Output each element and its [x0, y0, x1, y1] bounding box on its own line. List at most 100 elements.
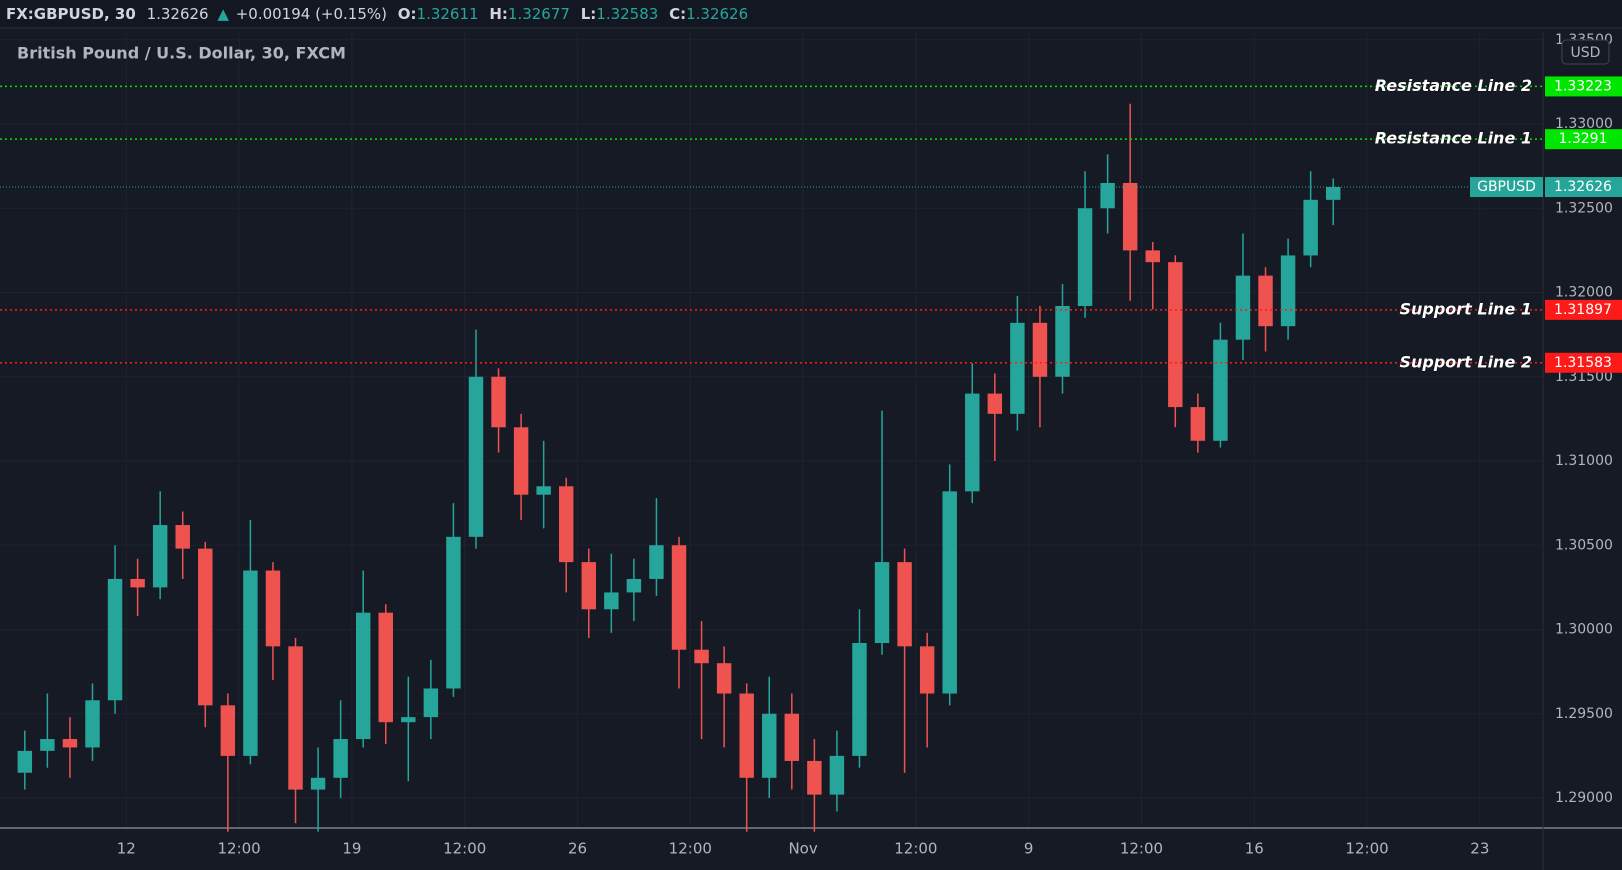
- candle-body: [468, 376, 484, 537]
- candle-body: [965, 393, 980, 492]
- ohlc-label: H:: [489, 5, 508, 23]
- level-badge: [1545, 352, 1622, 373]
- candle-body: [716, 663, 732, 694]
- candle-body: [1258, 275, 1273, 327]
- level-value: 1.31897: [1554, 302, 1612, 318]
- y-tick-label: 1.30000: [1555, 622, 1613, 638]
- candle-body: [762, 713, 777, 778]
- candle-body: [1303, 199, 1318, 256]
- candle-body: [558, 486, 574, 563]
- candle-body: [1213, 339, 1228, 441]
- ohlc-label: L:: [581, 5, 597, 23]
- plot-area: 12 12:00 19 12:00 26 12:00 Nov 12:00 9 12:00 16 12:…: [0, 32, 1622, 870]
- x-tick-label: 12:00: [1120, 840, 1163, 858]
- candle-body: [1235, 275, 1251, 340]
- candle-body: [288, 646, 303, 790]
- y-tick-label: 1.32500: [1555, 200, 1613, 216]
- candle-body: [626, 578, 642, 593]
- candle-body: [1055, 305, 1070, 377]
- x-tick-label: Nov: [788, 840, 817, 858]
- change-arrow: ▲: [217, 5, 229, 23]
- y-tick-label: 1.30500: [1555, 537, 1613, 553]
- level-value: 1.33223: [1554, 78, 1612, 94]
- candle-body: [130, 578, 145, 588]
- y-tick-label: 1.29000: [1555, 790, 1613, 806]
- last-price-value: 1.32626: [1554, 179, 1612, 195]
- y-tick-label: 1.29500: [1555, 706, 1613, 722]
- candle-body: [829, 755, 845, 795]
- candle-body: [1032, 322, 1048, 377]
- header: FX:GBPUSD, 30 1.32626 ▲ +0.00194 (+0.15%…: [6, 5, 748, 23]
- candle-body: [1100, 182, 1115, 209]
- candle-body: [874, 562, 890, 643]
- x-tick-label: 12:00: [669, 840, 712, 858]
- candle-body: [513, 427, 529, 495]
- candle-body: [852, 642, 867, 756]
- candle-body: [1190, 407, 1206, 441]
- candle-body: [897, 562, 912, 647]
- candle-body: [1168, 262, 1183, 408]
- candle-body: [85, 700, 100, 748]
- candle-body: [265, 570, 281, 647]
- level-label: Resistance Line 1: [1375, 129, 1532, 148]
- x-tick-label: 19: [342, 840, 361, 858]
- candle-body: [671, 545, 687, 650]
- candle-body: [919, 646, 935, 694]
- candle-body: [62, 739, 78, 748]
- x-tick-label: 12: [117, 840, 136, 858]
- level-badge: [1545, 76, 1622, 97]
- last-price-name-badge: [1470, 177, 1543, 198]
- candle-body: [220, 705, 236, 756]
- candle-body: [40, 739, 55, 751]
- header-bar: [0, 0, 1622, 28]
- candle-body: [198, 548, 213, 706]
- candle-body: [1280, 255, 1296, 327]
- candle-body: [152, 525, 168, 588]
- ohlc-value: 1.32611: [417, 5, 479, 23]
- candle-body: [694, 649, 709, 664]
- candle-body: [446, 536, 461, 689]
- level-label: Resistance Line 2: [1375, 76, 1532, 95]
- level-badge: [1545, 129, 1622, 150]
- candle-body: [1145, 250, 1160, 263]
- candle-body: [243, 570, 258, 756]
- y-tick-label: 1.33000: [1555, 116, 1613, 132]
- candle-body: [987, 393, 1003, 414]
- candle-body: [536, 486, 551, 495]
- change: +0.00194 (+0.15%): [236, 5, 387, 23]
- candle-body: [333, 739, 348, 778]
- y-tick-label: 1.32000: [1555, 285, 1613, 301]
- x-tick-label: 9: [1024, 840, 1034, 858]
- ohlc-value: 1.32583: [596, 5, 658, 23]
- x-tick-label: 12:00: [218, 840, 261, 858]
- candle-body: [581, 562, 596, 610]
- candle-body: [378, 612, 393, 723]
- x-tick-label: 12:00: [1345, 840, 1388, 858]
- currency-button-label[interactable]: USD: [1571, 45, 1601, 61]
- y-tick-label: 1.31000: [1555, 453, 1613, 469]
- candle-body: [401, 717, 416, 723]
- ohlc-label: O:: [398, 5, 417, 23]
- candle-body: [17, 750, 33, 773]
- candle-body: [355, 612, 371, 740]
- x-tick-label: 23: [1470, 840, 1489, 858]
- candle-body: [310, 777, 326, 790]
- currency-button[interactable]: [1561, 39, 1610, 65]
- last-price-badge: [1545, 177, 1622, 198]
- candle-body: [807, 760, 822, 795]
- candle-body: [175, 525, 190, 549]
- candle-body: [784, 713, 800, 761]
- candle-body: [942, 491, 957, 694]
- symbol: FX:GBPUSD, 30: [6, 5, 136, 23]
- candle-body: [491, 376, 506, 428]
- candle-body: [604, 592, 619, 610]
- ohlc-value: 1.32626: [686, 5, 748, 23]
- chart-title: British Pound / U.S. Dollar, 30, FXCM: [17, 44, 346, 63]
- x-tick-label: 12:00: [894, 840, 937, 858]
- ohlc-label: C:: [669, 5, 686, 23]
- level-badge: [1545, 299, 1622, 320]
- ohlc-value: 1.32677: [508, 5, 570, 23]
- candle-body: [423, 688, 439, 718]
